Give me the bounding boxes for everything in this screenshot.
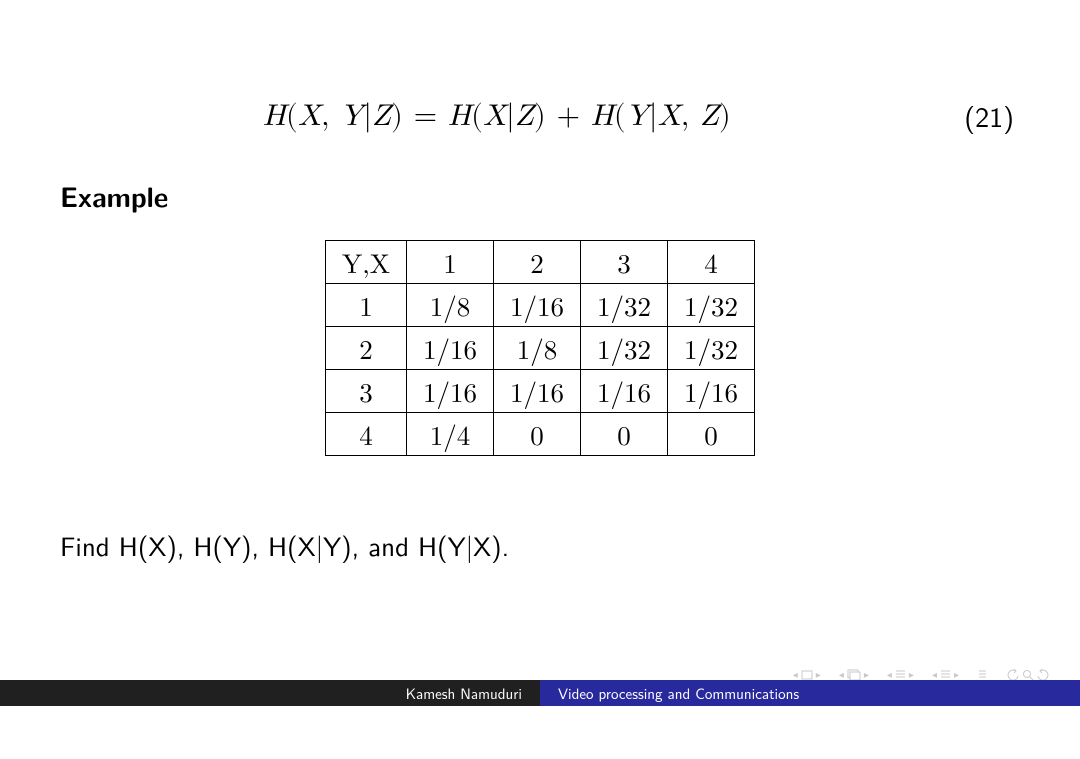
eq-r2-open: ( <box>614 101 626 131</box>
nav-redo-icon[interactable] <box>1036 669 1050 681</box>
eq-r2-close: ) <box>719 101 731 131</box>
eq-r2-bar: | <box>649 101 658 131</box>
eq-lhs-arg3: Z <box>372 101 391 131</box>
table-cell: 1/16 <box>407 370 494 413</box>
eq-r2-arg3: Z <box>700 101 719 131</box>
table-cell: 1/8 <box>407 284 494 327</box>
table-header-cell: 1 <box>407 241 494 284</box>
eq-r2-comma: , <box>681 101 700 131</box>
slide-footer: Kamesh Namuduri Video processing and Com… <box>0 680 1080 706</box>
table-cell: 1/32 <box>581 284 668 327</box>
table-row: 1 1/8 1/16 1/32 1/32 <box>325 284 754 327</box>
table-cell: 1/4 <box>407 413 494 456</box>
table-row: 3 1/16 1/16 1/16 1/16 <box>325 370 754 413</box>
eq-r1-arg1: X <box>483 101 506 131</box>
table-cell: 4 <box>325 413 406 456</box>
table-row: 2 1/16 1/8 1/32 1/32 <box>325 327 754 370</box>
eq-lhs-func: H <box>263 101 286 131</box>
table-cell: 1/32 <box>668 327 755 370</box>
table-cell: 1/32 <box>581 327 668 370</box>
nav-subsection-icon <box>847 669 861 680</box>
table-cell: 1/16 <box>407 327 494 370</box>
table-row: 4 1/4 0 0 0 <box>325 413 754 456</box>
slide-body: H(X, Y|Z) = H(X|Z) + H(Y|X, Z) (21) Exam… <box>0 0 1080 670</box>
eq-plus: + <box>546 101 591 131</box>
table-header-cell: 2 <box>494 241 581 284</box>
eq-r1-close: ) <box>534 101 546 131</box>
eq-r2-arg2: X <box>658 101 681 131</box>
eq-r2-func: H <box>591 101 614 131</box>
table-cell: 0 <box>581 413 668 456</box>
footer-title: Video processing and Communications <box>540 680 1080 706</box>
nav-search-icon[interactable] <box>1022 669 1034 681</box>
equation-chain-rule: H(X, Y|Z) = H(X|Z) + H(Y|X, Z) <box>60 98 934 134</box>
eq-r1-open: ( <box>471 101 483 131</box>
nav-appendix-icon[interactable] <box>977 669 988 680</box>
eq-lhs-arg1: X <box>298 101 321 131</box>
table-cell: 3 <box>325 370 406 413</box>
eq-r1-func: H <box>448 101 471 131</box>
table-cell: 1/16 <box>581 370 668 413</box>
eq-lhs-comma: , <box>321 101 340 131</box>
table-cell: 2 <box>325 327 406 370</box>
nav-doc-icon <box>940 669 951 680</box>
eq-lhs-open: ( <box>286 101 298 131</box>
nav-frame-icon <box>801 670 813 680</box>
bottom-margin <box>0 706 1080 759</box>
table-header-row: Y,X 1 2 3 4 <box>325 241 754 284</box>
eq-r1-bar: | <box>506 101 515 131</box>
table-header-cell: Y,X <box>325 241 406 284</box>
equation-number: (21) <box>934 95 1020 136</box>
eq-lhs-bar: | <box>363 101 372 131</box>
table-cell: 0 <box>668 413 755 456</box>
table-header-cell: 4 <box>668 241 755 284</box>
eq-lhs-arg2: Y <box>340 101 363 131</box>
eq-r2-arg1: Y <box>626 101 649 131</box>
nav-undo-icon[interactable] <box>1006 669 1020 681</box>
table-header-cell: 3 <box>581 241 668 284</box>
table-cell: 1 <box>325 284 406 327</box>
probability-table: Y,X 1 2 3 4 1 1/8 1/16 1/32 1/32 2 1/16 … <box>325 240 755 456</box>
table-cell: 1/16 <box>494 284 581 327</box>
table-cell: 0 <box>494 413 581 456</box>
footer-author: Kamesh Namuduri <box>0 680 540 706</box>
table-cell: 1/32 <box>668 284 755 327</box>
section-heading-example: Example <box>60 176 1020 216</box>
eq-lhs-close: ) <box>391 101 403 131</box>
table-cell: 1/16 <box>668 370 755 413</box>
eq-equals: = <box>403 101 448 131</box>
table-cell: 1/16 <box>494 370 581 413</box>
equation-row: H(X, Y|Z) = H(X|Z) + H(Y|X, Z) (21) <box>60 95 1020 136</box>
nav-section-icon <box>895 669 906 680</box>
nav-back-forward-group[interactable] <box>1006 669 1050 681</box>
eq-r1-arg2: Z <box>515 101 534 131</box>
problem-statement: Find H(X), H(Y), H(X|Y), and H(Y|X). <box>60 526 1020 565</box>
table-cell: 1/8 <box>494 327 581 370</box>
